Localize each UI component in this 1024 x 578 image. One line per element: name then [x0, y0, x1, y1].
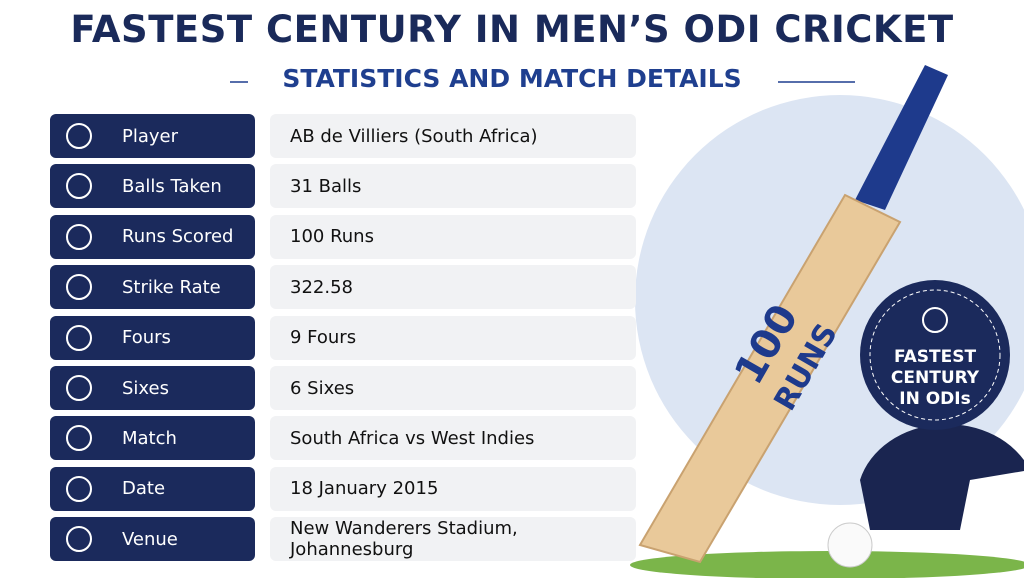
row-label-text: Venue — [122, 528, 178, 550]
row-value-text: 100 Runs — [290, 226, 374, 248]
row-value: 6 Sixes — [270, 366, 636, 410]
row-label-text: Fours — [122, 327, 171, 349]
row-label: Player — [50, 114, 255, 158]
row-value: 322.58 — [270, 265, 636, 310]
row-value-text: South Africa vs West Indies — [290, 427, 535, 449]
row-label: Fours — [50, 315, 255, 360]
row-icon — [66, 324, 92, 351]
badge-text: CENTURY — [891, 368, 980, 388]
row-label: Date — [50, 466, 255, 511]
row-value-text: 31 Balls — [290, 175, 362, 197]
row-value-text: 9 Fours — [290, 327, 357, 349]
helmet — [860, 424, 1024, 530]
row-icon — [66, 375, 92, 401]
row-value-text: 6 Sixes — [290, 377, 355, 399]
row-value-text: 322.58 — [290, 276, 353, 298]
row-label: Strike Rate — [50, 265, 255, 310]
row-value-text: New Wanderers Stadium, Johannesburg — [290, 518, 518, 561]
row-icon — [66, 123, 92, 149]
row-label-text: Match — [122, 427, 177, 449]
row-icon — [66, 223, 92, 250]
row-icon — [66, 526, 92, 553]
title: FASTEST CENTURY IN MEN’S ODI CRICKET — [70, 8, 954, 51]
row-label: Runs Scored — [50, 214, 255, 259]
row-label: Balls Taken — [50, 164, 255, 209]
row-label-text: Strike Rate — [122, 276, 221, 298]
row-value: 31 Balls — [270, 164, 636, 209]
row-value: 100 Runs — [270, 214, 636, 259]
row-icon — [66, 475, 92, 502]
row-label-text: Player — [122, 125, 179, 147]
row-value: South Africa vs West Indies — [270, 416, 636, 461]
row-value: 18 January 2015 — [270, 466, 636, 511]
row-label: Venue — [50, 517, 255, 562]
grass — [630, 551, 1024, 578]
subtitle: STATISTICS AND MATCH DETAILS — [282, 64, 742, 93]
row-value: AB de Villiers (South Africa) — [270, 114, 636, 158]
bat-handle — [855, 65, 948, 210]
bat-blade — [638, 193, 902, 564]
row-icon — [66, 173, 92, 200]
row-value-text: 18 January 2015 — [290, 478, 439, 500]
badge — [860, 280, 1010, 430]
row-icon — [66, 425, 92, 452]
row-value: 9 Fours — [270, 315, 636, 360]
badge-ring — [869, 289, 1001, 421]
row-label-text: Sixes — [122, 377, 169, 399]
row-label: Match — [50, 416, 255, 461]
row-value: New Wanderers Stadium, Johannesburg — [270, 517, 636, 562]
row-label-text: Date — [122, 478, 166, 500]
badge-text: IN ODIs — [899, 389, 970, 409]
row-label: Sixes — [50, 366, 255, 410]
badge-text: FASTEST — [894, 347, 977, 367]
row-label-text: Runs Scored — [122, 226, 234, 248]
row-icon — [66, 274, 92, 301]
ball — [827, 522, 873, 568]
row-label-text: Balls Taken — [122, 175, 222, 197]
row-value-text: AB de Villiers (South Africa) — [290, 125, 538, 147]
badge-icon — [922, 307, 948, 333]
